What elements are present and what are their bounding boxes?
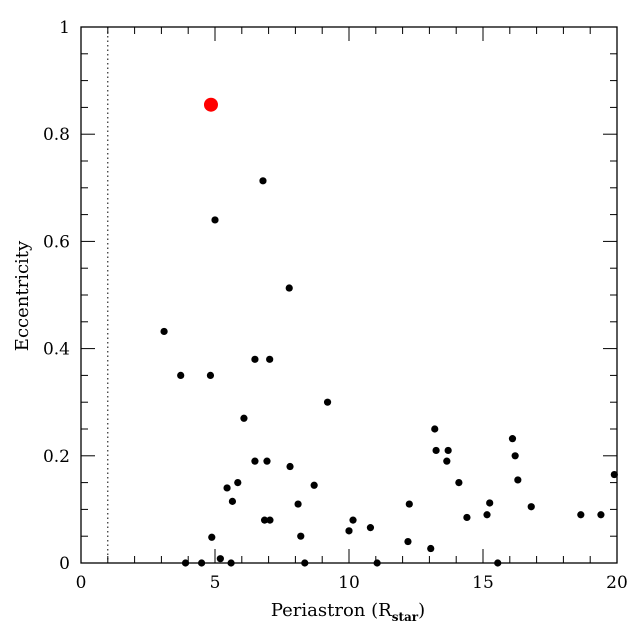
- data-point: [259, 177, 267, 185]
- data-point: [511, 452, 519, 460]
- data-point: [610, 470, 618, 479]
- x-tick-label: 15: [472, 573, 494, 593]
- data-point: [260, 516, 269, 524]
- x-axis-label-close: ): [418, 600, 425, 621]
- data-point: [234, 479, 242, 487]
- data-point: [527, 503, 535, 511]
- data-point: [240, 414, 248, 422]
- data-point: [251, 457, 259, 465]
- data-point: [427, 544, 435, 553]
- data-point: [263, 457, 271, 465]
- data-point: [266, 516, 274, 524]
- y-tick-label: 0.6: [43, 232, 70, 252]
- data-point: [160, 327, 168, 336]
- x-axis-label-main: Periastron (R: [271, 600, 392, 621]
- y-tick-label: 0.8: [43, 125, 70, 145]
- x-axis-label-subscript: star: [392, 610, 419, 624]
- highlighted-point: [203, 97, 218, 112]
- data-point: [514, 476, 522, 484]
- data-point: [286, 462, 294, 471]
- data-point: [366, 524, 375, 532]
- y-axis-label: Eccentricity: [12, 240, 33, 351]
- y-tick-label: 0: [59, 554, 70, 574]
- data-point: [349, 516, 357, 524]
- y-tick-label: 0.2: [43, 447, 70, 467]
- data-point: [310, 481, 318, 489]
- data-point: [486, 499, 494, 507]
- data-point: [431, 425, 439, 433]
- data-point: [443, 457, 451, 465]
- x-tick-label: 20: [606, 573, 628, 593]
- tick-labels: 0 5 10 15 20 0 0.2 0.4 0.6 0.8 1: [43, 18, 628, 593]
- data-point: [208, 533, 216, 541]
- data-point: [211, 216, 219, 224]
- data-point: [285, 284, 293, 292]
- data-point: [228, 497, 237, 505]
- data-point: [323, 398, 332, 406]
- data-point: [405, 500, 413, 508]
- data-point: [345, 527, 353, 535]
- x-tick-label: 5: [210, 573, 221, 593]
- data-point: [206, 371, 215, 379]
- x-axis-label: Periastron (Rstar): [271, 600, 425, 624]
- data-point: [483, 511, 491, 519]
- x-tick-label: 0: [76, 573, 87, 593]
- x-tick-label: 10: [338, 573, 360, 593]
- data-point: [266, 355, 274, 363]
- data-point: [597, 511, 605, 519]
- data-point: [297, 532, 305, 540]
- data-point: [463, 513, 471, 522]
- data-point: [177, 371, 185, 379]
- data-point: [432, 446, 440, 455]
- y-tick-label: 1: [59, 18, 70, 38]
- plot-frame: [80, 26, 618, 564]
- data-point: [294, 500, 302, 508]
- data-point: [223, 484, 231, 492]
- data-point: [404, 537, 412, 546]
- axis-ticks: [80, 26, 618, 564]
- data-point: [577, 511, 585, 519]
- data-point: [251, 355, 259, 363]
- data-point: [216, 555, 224, 563]
- y-tick-label: 0.4: [43, 340, 70, 360]
- data-point: [444, 446, 452, 455]
- data-point: [455, 479, 463, 487]
- data-points: [160, 177, 618, 567]
- data-point: [508, 435, 517, 443]
